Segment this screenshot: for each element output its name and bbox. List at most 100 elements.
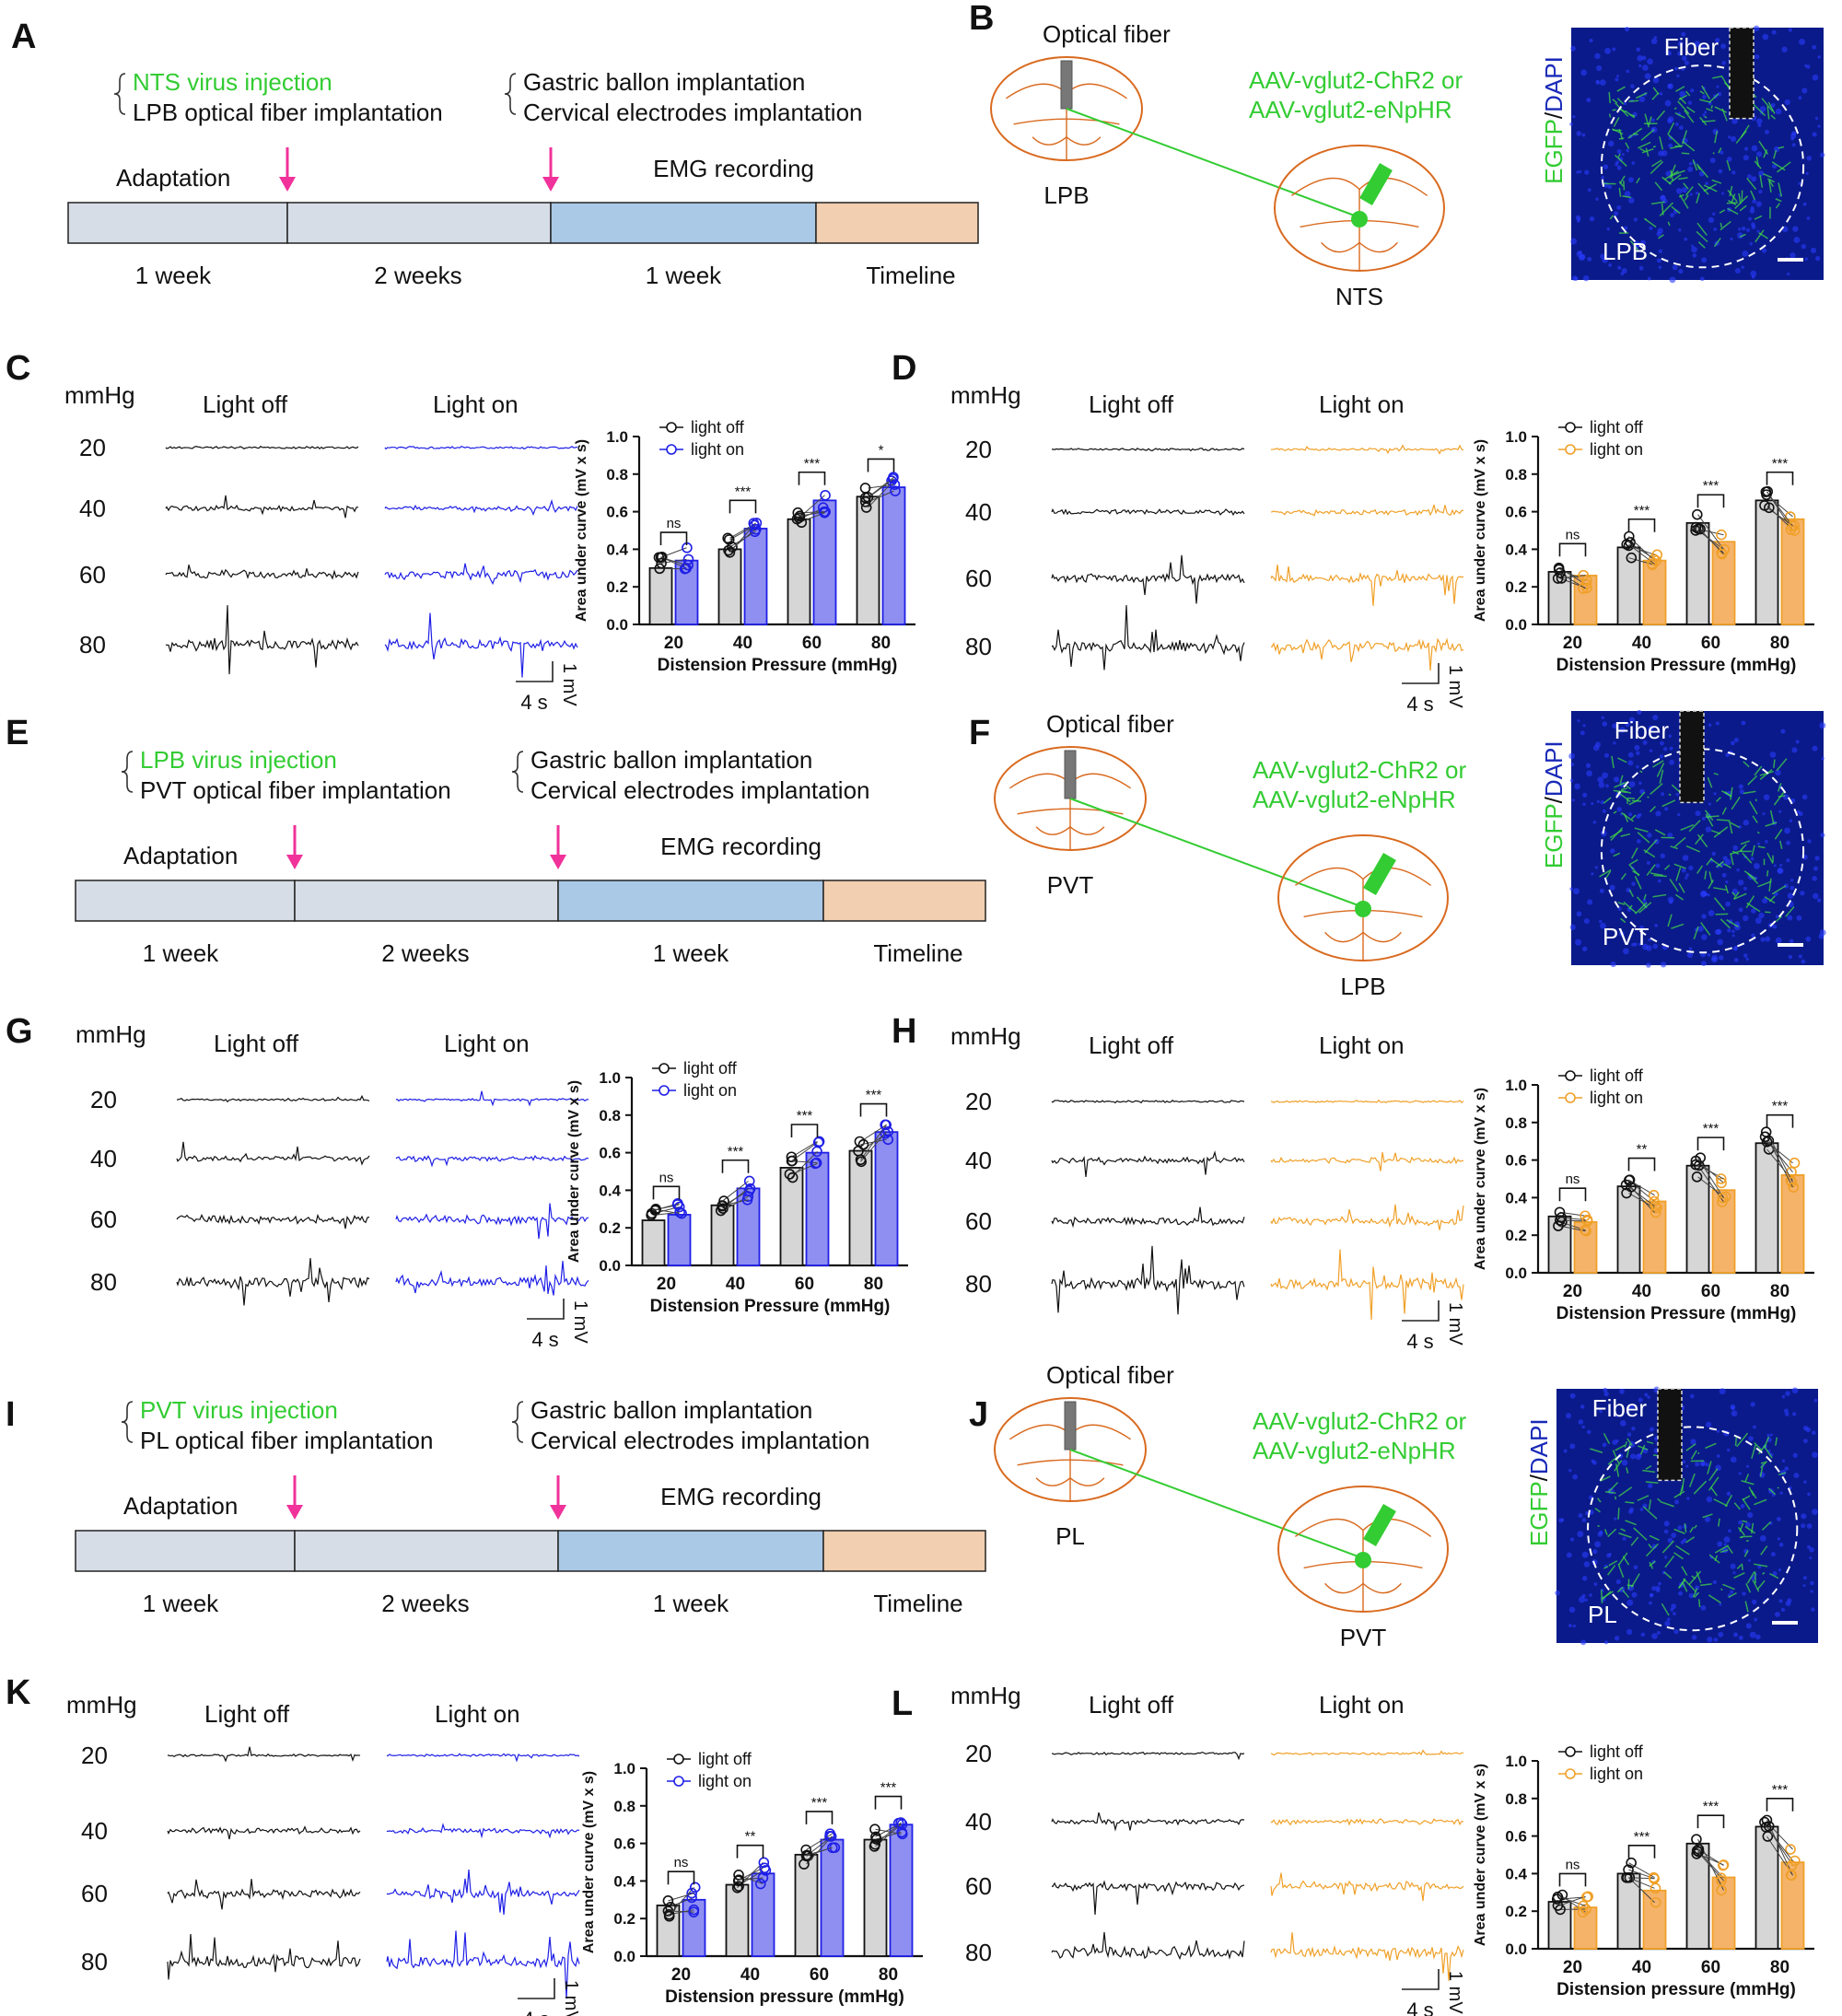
emg-trace bbox=[386, 1930, 580, 1999]
y-tick-label: 0.8 bbox=[613, 1798, 635, 1815]
emg-trace bbox=[1270, 1204, 1464, 1230]
paired-line bbox=[1766, 1826, 1793, 1861]
x-tick-label: 80 bbox=[1770, 1282, 1790, 1301]
significance-bracket bbox=[798, 471, 826, 485]
emg-trace bbox=[386, 1823, 580, 1839]
data-point-off bbox=[799, 1859, 810, 1870]
light-off-label: Light off bbox=[204, 1700, 290, 1728]
light-off-label: Light off bbox=[203, 390, 288, 418]
data-point-on bbox=[827, 1842, 838, 1854]
traces-c: mmHg Light off Light on 20 40 60 80 4 s 1 mV bbox=[64, 381, 579, 714]
data-point-off bbox=[723, 544, 734, 556]
emg-trace bbox=[1051, 1206, 1245, 1229]
x-tick-label: 60 bbox=[1701, 1282, 1720, 1301]
bar-light-on bbox=[874, 1131, 899, 1266]
pressure-level-label: 60 bbox=[965, 1872, 992, 1900]
x-tick-label: 20 bbox=[664, 634, 683, 653]
x-tick-label: 40 bbox=[726, 1275, 745, 1294]
significance-bracket bbox=[736, 1844, 764, 1859]
emg-trace bbox=[176, 1141, 370, 1166]
significance-bracket bbox=[652, 1185, 681, 1200]
fiber-track bbox=[1657, 1388, 1683, 1482]
pressure-level-label: 80 bbox=[965, 1939, 992, 1966]
legend-label: light off bbox=[691, 418, 745, 437]
legend-label: light on bbox=[1590, 440, 1643, 459]
data-point-off bbox=[1761, 1136, 1773, 1148]
schematic-f: Optical fiber PVT AAV-vglut2-ChR2 orAAV-vg… bbox=[994, 710, 1467, 1000]
panel-letter-j: J bbox=[969, 1395, 988, 1434]
bar-chart-d: 0.0 0.2 0.4 0.6 0.8 1.0 ns 20 *** 40 *** 60 *** 80 Dis… bbox=[1473, 418, 1814, 675]
y-tick-label: 1.0 bbox=[599, 1069, 621, 1087]
time-scale-label: 4 s bbox=[531, 1328, 558, 1351]
data-point-off bbox=[800, 1844, 811, 1856]
significance-label: ns bbox=[1566, 1171, 1580, 1187]
bar-light-on bbox=[1780, 518, 1805, 625]
light-off-label: Light off bbox=[214, 1030, 299, 1057]
optical-fiber-label: Optical fiber bbox=[1046, 710, 1174, 738]
data-point-off bbox=[733, 1874, 745, 1886]
significance-label: *** bbox=[1772, 1099, 1789, 1114]
emg-trace bbox=[384, 612, 578, 678]
bar-light-on bbox=[1642, 1889, 1667, 1950]
data-point-on bbox=[757, 1872, 769, 1883]
timeline-segment bbox=[67, 202, 288, 244]
significance-label: ns bbox=[667, 516, 682, 531]
y-tick-label: 0.6 bbox=[606, 504, 628, 521]
stain-stain_blue: DAPI bbox=[1540, 56, 1568, 112]
data-point-on bbox=[1578, 569, 1590, 581]
light-on-label: Light on bbox=[433, 390, 519, 418]
x-tick-label: 40 bbox=[1632, 634, 1651, 653]
arrow-head-icon bbox=[279, 177, 296, 192]
pressure-level-label: 80 bbox=[81, 1948, 108, 1975]
paired-line bbox=[875, 1822, 902, 1846]
y-tick-label: 0.4 bbox=[606, 541, 628, 558]
fiber-track bbox=[1679, 710, 1705, 804]
y-axis-label: Area under curve (mV x s) bbox=[1473, 439, 1488, 622]
emg-trace bbox=[384, 563, 578, 586]
paired-line bbox=[1628, 557, 1655, 565]
data-point-off bbox=[662, 1895, 674, 1906]
y-tick-label: 0.4 bbox=[1505, 1865, 1527, 1882]
emg-trace bbox=[1270, 444, 1464, 455]
brace bbox=[511, 1401, 524, 1443]
data-point-on bbox=[1580, 1225, 1591, 1237]
stain-label: EGFP/DAPI bbox=[1525, 1418, 1553, 1546]
panel-letter-i: I bbox=[6, 1395, 16, 1434]
data-point-on bbox=[824, 1831, 835, 1842]
optical-fiber-icon bbox=[1060, 60, 1073, 110]
significance-label: *** bbox=[1703, 478, 1720, 494]
light-on-label: Light on bbox=[444, 1030, 530, 1057]
bar-light-off bbox=[1547, 1901, 1572, 1950]
data-point-off bbox=[859, 496, 871, 507]
y-tick-label: 0.6 bbox=[613, 1835, 635, 1853]
gastric-balloon-label: Gastric ballon implantation bbox=[523, 68, 805, 96]
micrograph-region-label: PVT bbox=[1603, 923, 1650, 950]
data-point-off bbox=[656, 557, 667, 569]
panel-letter-k: K bbox=[6, 1673, 31, 1712]
data-point-on bbox=[686, 1892, 697, 1904]
significance-label: ns bbox=[1566, 527, 1580, 542]
traces-d: mmHg Light off Light on 20 40 60 80 4 s 1 mV bbox=[950, 381, 1465, 716]
data-point-on bbox=[1717, 1196, 1728, 1207]
significance-label: *** bbox=[866, 1088, 882, 1103]
bar-light-off bbox=[848, 1149, 873, 1266]
data-point-off bbox=[1626, 552, 1638, 564]
injection-site bbox=[1355, 901, 1371, 917]
y-tick-label: 0.6 bbox=[1505, 1828, 1527, 1846]
data-point-on bbox=[1650, 1206, 1661, 1218]
paired-line bbox=[1628, 1877, 1655, 1904]
paired-line bbox=[1628, 1186, 1655, 1206]
fiber-implantation-label: LPB optical fiber implantation bbox=[133, 99, 443, 126]
brace bbox=[113, 73, 126, 115]
panel-letter-c: C bbox=[6, 349, 30, 388]
bar-light-on bbox=[805, 1151, 830, 1266]
emg-trace bbox=[1051, 1812, 1245, 1832]
significance-label: *** bbox=[811, 1795, 828, 1811]
data-point-on bbox=[1650, 1882, 1661, 1894]
emg-trace bbox=[167, 1825, 361, 1840]
timeline-segment bbox=[557, 880, 824, 922]
legend-label: light off bbox=[1590, 1066, 1644, 1085]
x-axis-label: Distension Pressure (mmHg) bbox=[658, 656, 898, 675]
bar-light-off bbox=[1685, 1164, 1710, 1274]
emg-trace bbox=[176, 1258, 370, 1306]
